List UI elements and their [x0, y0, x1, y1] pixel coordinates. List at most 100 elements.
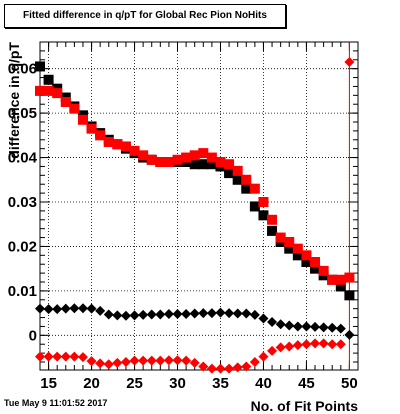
data-point [301, 321, 312, 332]
data-point [172, 309, 183, 319]
data-point [43, 351, 54, 362]
data-point [189, 308, 200, 319]
data-point [241, 361, 252, 372]
data-point [241, 308, 252, 319]
data-point [86, 303, 97, 314]
data-point [335, 274, 346, 285]
data-point [249, 357, 260, 367]
y-tick-label: 0.01 [8, 283, 37, 300]
data-point [189, 357, 200, 368]
data-point [120, 357, 131, 367]
data-point [95, 358, 106, 369]
data-point [249, 201, 260, 212]
data-point [292, 250, 303, 261]
data-point [198, 148, 209, 159]
y-tick-label: 0.03 [8, 194, 37, 211]
data-point [35, 351, 45, 362]
data-point [86, 356, 97, 367]
data-point [181, 355, 192, 366]
data-point [292, 243, 303, 254]
data-point [215, 157, 226, 167]
data-point [77, 303, 88, 314]
data-point [275, 232, 286, 243]
x-tick-label: 25 [126, 375, 143, 392]
data-point [172, 154, 183, 165]
data-point [327, 322, 338, 333]
data-point [310, 321, 321, 332]
data-point [163, 157, 174, 167]
data-point [103, 137, 114, 147]
data-point [206, 363, 217, 374]
data-point [232, 165, 243, 176]
data-point [181, 309, 192, 319]
data-point [35, 303, 45, 314]
x-tick-label: 35 [212, 375, 229, 392]
data-point [284, 320, 295, 331]
data-point [335, 339, 346, 350]
data-point [215, 307, 226, 318]
data-point [267, 214, 278, 225]
data-point [52, 351, 63, 362]
x-tick-label: 50 [341, 375, 358, 392]
y-tick-labels: 0 0.01 0.02 0.03 0.04 0.05 0.06 [8, 61, 38, 345]
data-point [267, 345, 278, 356]
data-point [284, 243, 295, 254]
timestamp: Tue May 9 11:01:52 2017 [4, 398, 108, 408]
data-point [344, 57, 355, 67]
data-point [327, 339, 338, 350]
data-point [43, 74, 54, 85]
data-point [95, 305, 106, 316]
data-point [318, 265, 329, 276]
x-tick-label: 30 [169, 375, 186, 392]
data-point [267, 225, 278, 236]
data-point [344, 272, 355, 283]
data-point [60, 351, 71, 362]
data-point [301, 339, 312, 350]
data-point [181, 152, 192, 163]
data-point [146, 355, 157, 366]
data-point [249, 309, 260, 320]
data-point [35, 85, 45, 96]
data-point [69, 351, 80, 362]
data-point [232, 308, 243, 319]
data-point [258, 197, 269, 207]
x-tick-labels: 15 20 25 30 35 40 45 50 [40, 375, 357, 392]
data-point [112, 139, 123, 150]
x-tick-label: 15 [40, 375, 57, 392]
data-point [138, 355, 149, 366]
data-point [155, 157, 166, 167]
x-axis-title: No. of Fit Points [251, 398, 359, 414]
data-point [198, 308, 209, 319]
data-point [206, 159, 217, 170]
data-point [198, 361, 209, 372]
data-point [69, 303, 80, 314]
data-point [112, 357, 123, 368]
x-tick-label: 20 [83, 375, 100, 392]
data-point [120, 310, 131, 321]
data-point [292, 340, 303, 351]
y-tick-label: 0.05 [8, 105, 37, 122]
data-point [206, 308, 217, 319]
data-point [129, 310, 140, 321]
data-point [310, 338, 321, 349]
data-point [60, 97, 71, 107]
data-point [318, 338, 329, 349]
data-point [138, 309, 149, 320]
y-axis-title: difference in q/pT [6, 42, 22, 159]
data-point [327, 274, 338, 285]
data-point [172, 355, 183, 366]
data-point [335, 281, 346, 292]
data-point [69, 103, 80, 114]
data-point [86, 123, 97, 134]
data-point [77, 114, 88, 125]
data-point [344, 290, 355, 301]
plot-frame [39, 41, 359, 371]
data-point [224, 168, 235, 179]
data-point [310, 263, 321, 274]
data-point [103, 309, 114, 320]
data-point [129, 145, 140, 156]
y-tick-label: 0.04 [8, 150, 38, 167]
data-point [258, 210, 269, 221]
data-point [43, 85, 54, 96]
data-point [129, 355, 140, 366]
